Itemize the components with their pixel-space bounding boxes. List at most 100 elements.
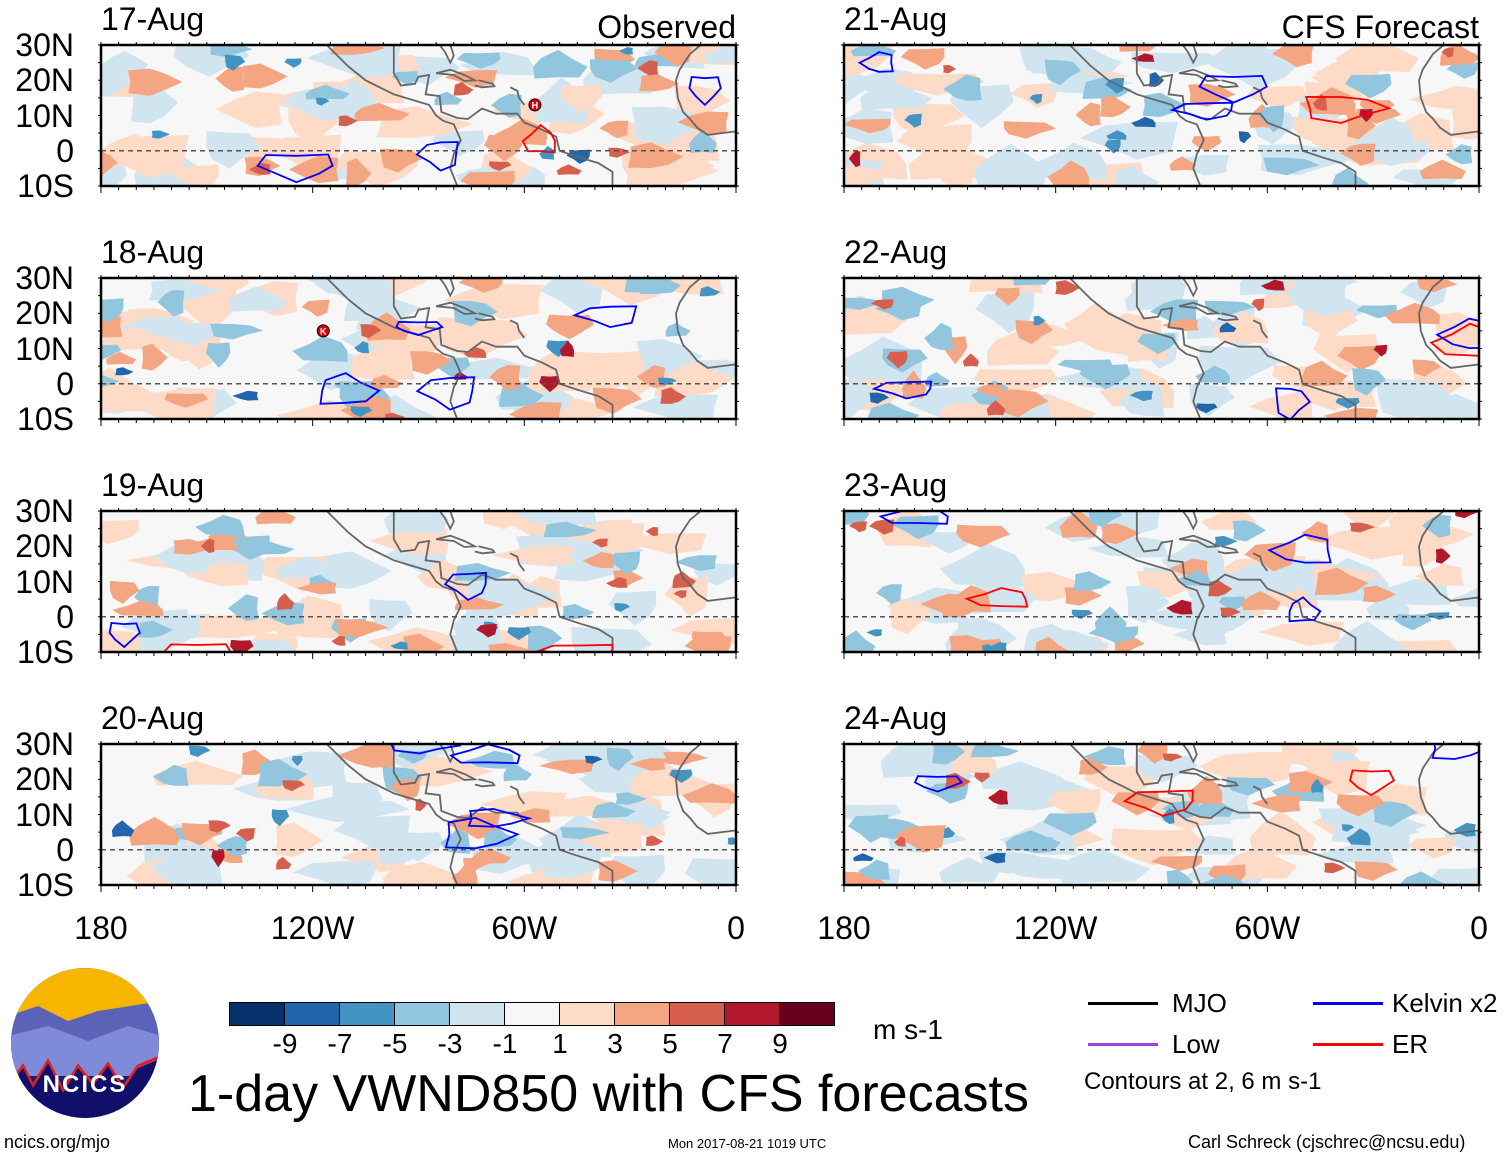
wind-anomaly-fill (150, 842, 223, 885)
wind-anomaly-fill (390, 641, 409, 650)
lat-tick-label: 30N (15, 27, 74, 63)
wind-anomaly-fill (1210, 311, 1269, 344)
wind-anomaly-fill (101, 519, 140, 545)
wind-anomaly-fill (454, 597, 505, 610)
wind-anomaly-fill (844, 630, 876, 652)
vwnd-map-panel: K (98, 275, 739, 426)
wind-anomaly-fill (216, 836, 248, 857)
wind-anomaly-fill (164, 393, 209, 408)
figure-title: 1-day VWND850 with CFS forecasts (188, 1065, 1029, 1123)
wind-anomaly-fill (153, 764, 189, 786)
wind-anomaly-fill (453, 563, 512, 581)
wind-anomaly-fill (894, 836, 906, 847)
storm-label: K (320, 326, 327, 336)
colorbar-tick-label: 1 (552, 1028, 568, 1059)
kelvin-contour (913, 775, 964, 793)
wind-anomaly-fill (305, 84, 350, 100)
wind-anomaly-fill (228, 594, 259, 621)
wind-anomaly-fill (605, 577, 628, 588)
lat-tick-label: 10N (15, 330, 74, 367)
wind-anomaly-fill (560, 84, 603, 113)
coastline (675, 744, 736, 835)
coastline (1068, 278, 1205, 419)
wind-anomaly-fill (101, 50, 149, 74)
wind-anomaly-fill (1445, 144, 1473, 165)
wind-anomaly-fill (380, 148, 422, 173)
wind-anomaly-fill (1346, 113, 1376, 140)
wind-anomaly-fill (526, 625, 563, 652)
wind-anomaly-fill (592, 801, 636, 818)
wind-anomaly-fill (1232, 559, 1317, 594)
wind-anomaly-fill (870, 299, 894, 310)
wind-anomaly-fill (275, 556, 340, 579)
wind-anomaly-fill (1399, 871, 1448, 885)
wind-anomaly-fill (860, 81, 933, 110)
wind-anomaly-fill (876, 584, 902, 605)
wind-anomaly-fill (561, 604, 595, 620)
wind-anomaly-fill (101, 135, 189, 179)
colorbar-swatch (394, 1002, 450, 1026)
wind-anomaly-fill (1047, 789, 1101, 821)
wind-anomaly-fill (138, 620, 173, 638)
wind-anomaly-fill (1349, 522, 1376, 533)
wind-anomaly-fill (1071, 609, 1093, 619)
wind-anomaly-fill (615, 792, 647, 805)
wind-anomaly-fill (1226, 777, 1276, 796)
wind-anomaly-fill (970, 744, 1020, 758)
lat-tick-label: 10N (15, 563, 74, 600)
wind-anomaly-fill (1376, 378, 1454, 419)
wind-anomaly-fill (1166, 869, 1194, 885)
er-contour (1429, 322, 1479, 357)
wind-anomaly-fill (983, 852, 1006, 864)
wind-anomaly-fill (459, 51, 535, 76)
legend-line-mjo (1088, 1002, 1158, 1005)
wind-anomaly-fill (1110, 828, 1205, 866)
coastline (1217, 312, 1239, 322)
coastline (474, 545, 496, 555)
wind-anomaly-fill (1373, 344, 1388, 357)
wind-anomaly-fill (938, 401, 1003, 419)
wind-anomaly-fill (503, 763, 532, 782)
wind-anomaly-fill (1346, 828, 1371, 846)
wind-anomaly-fill (1362, 585, 1397, 603)
wind-anomaly-fill (1187, 775, 1223, 805)
footer-site-link[interactable]: ncics.org/mjo (4, 1132, 111, 1152)
coastline (1252, 319, 1269, 339)
wind-anomaly-fill (151, 130, 170, 139)
wind-anomaly-fill (640, 278, 682, 295)
wind-anomaly-fill (1337, 345, 1380, 371)
wind-anomaly-fill (994, 287, 1020, 306)
coastline (474, 312, 496, 322)
kelvin-contour (443, 571, 487, 601)
wind-anomaly-fill (938, 857, 999, 883)
colorbar-swatch (229, 1002, 285, 1026)
wind-anomaly-fill (559, 340, 574, 357)
lon-tick-label: 0 (727, 910, 745, 946)
coastline (392, 511, 614, 652)
wind-anomaly-fill (614, 603, 631, 612)
wind-anomaly-fill (465, 750, 516, 769)
wind-anomaly-fill (453, 82, 474, 96)
wind-anomaly-fill (584, 755, 603, 764)
wind-anomaly-fill (533, 49, 588, 79)
coastline (1418, 511, 1479, 602)
kelvin-contour (415, 376, 476, 411)
wind-anomaly-fill (630, 763, 711, 797)
wind-anomaly-fill (632, 394, 719, 419)
wind-anomaly-fill (869, 519, 895, 535)
colorbar-swatch (559, 1002, 615, 1026)
wind-anomaly-fill (333, 815, 411, 851)
colorbar-tick-label: -9 (272, 1028, 298, 1059)
wind-anomaly-fill (170, 335, 221, 370)
wind-anomaly-fill (543, 521, 598, 538)
wind-anomaly-fill (560, 351, 646, 395)
wind-anomaly-fill (1046, 629, 1111, 652)
panel-date: 19-Aug (101, 467, 205, 503)
coastline (1178, 767, 1222, 781)
wind-anomaly-fill (1332, 167, 1369, 186)
wind-anomaly-fill (1354, 861, 1398, 881)
wind-anomaly-fill (637, 60, 659, 76)
colorbar-swatch (449, 1002, 505, 1026)
wind-anomaly-fill (556, 164, 582, 175)
wind-anomaly-fill (627, 142, 684, 168)
